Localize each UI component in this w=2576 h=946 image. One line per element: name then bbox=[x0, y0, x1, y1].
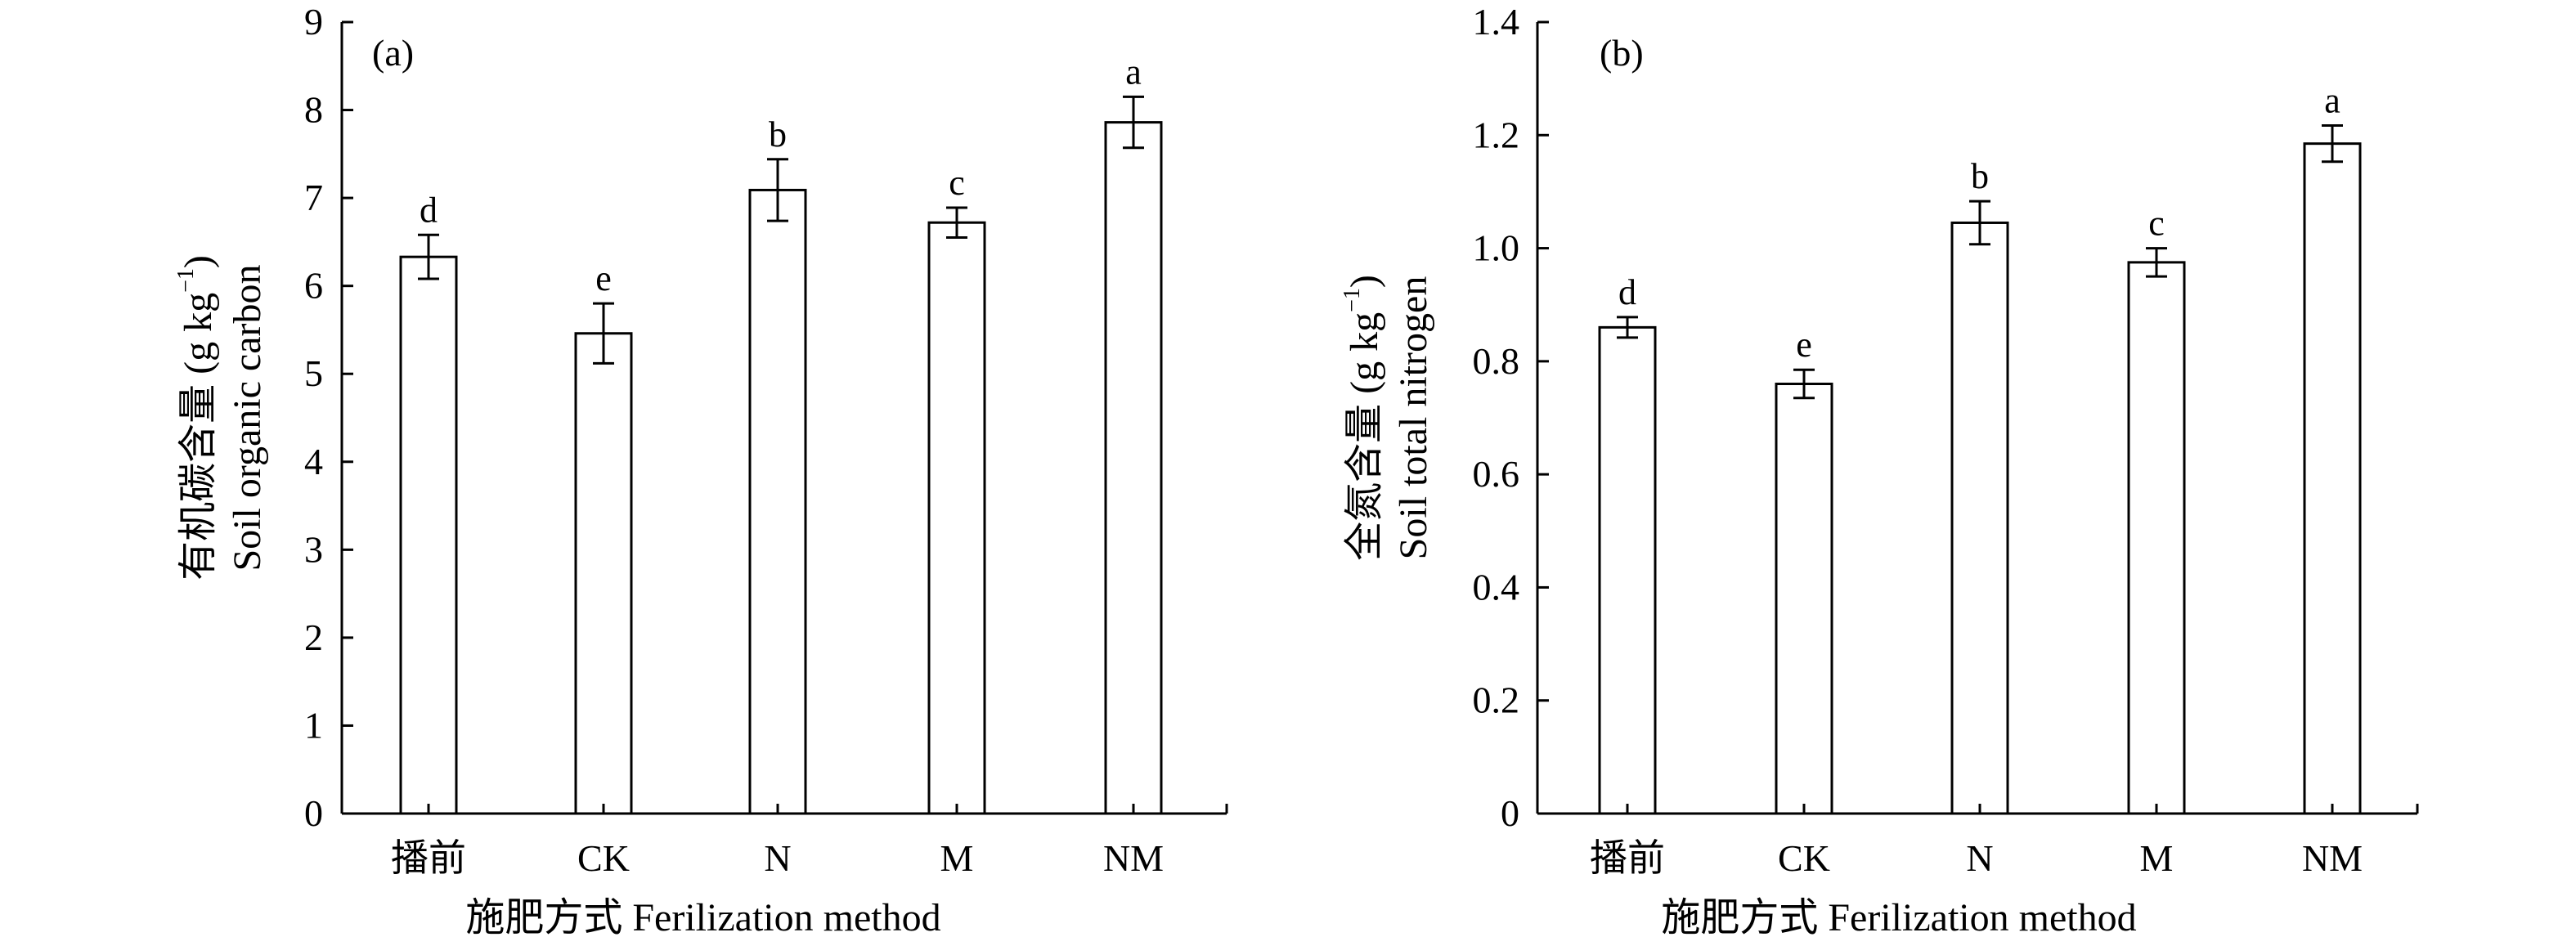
panel-label-a: (a) bbox=[372, 32, 414, 74]
x-ticks-b: 播前 CK N M NM bbox=[1590, 804, 2419, 879]
bar bbox=[748, 188, 807, 815]
y-tick-label: 0 bbox=[304, 792, 323, 834]
y-axis-label-close-b: ) bbox=[1343, 275, 1386, 288]
y-axis-label-cn-a-text: 有机碳含量 (g kg bbox=[177, 293, 220, 581]
bar bbox=[1950, 221, 2009, 815]
y-tick-label: 1.2 bbox=[1473, 114, 1520, 155]
y-tick-label: 1.0 bbox=[1473, 227, 1520, 269]
bar bbox=[1598, 325, 1657, 815]
y-axis-label-en-a: Soil organic carbon bbox=[226, 264, 269, 571]
y-tick-label: 7 bbox=[304, 177, 323, 218]
significance-letter: b bbox=[769, 114, 787, 155]
y-axis-label-cn-a: 有机碳含量 (g kg−1) bbox=[173, 255, 220, 581]
y-tick-label: 8 bbox=[304, 89, 323, 131]
y-tick-label: 0 bbox=[1501, 792, 1519, 834]
significance-letter: c bbox=[949, 163, 965, 203]
y-tick-label: 4 bbox=[304, 441, 323, 482]
significance-letter: d bbox=[1618, 272, 1636, 312]
bars-b: d e b c a bbox=[1598, 81, 2362, 815]
y-axis-label-cn-b: 全氮含量 (g kg−1) bbox=[1340, 275, 1386, 561]
x-tick-label: N bbox=[1966, 837, 1993, 879]
significance-letter: a bbox=[1125, 52, 1142, 92]
y-tick-label: 6 bbox=[304, 265, 323, 307]
y-axis-label-sup-a: −1 bbox=[173, 268, 199, 293]
bar bbox=[574, 332, 633, 815]
y-tick-label: 9 bbox=[304, 1, 323, 43]
y-tick-label: 3 bbox=[304, 528, 323, 570]
bar bbox=[399, 255, 458, 815]
y-tick-label: 1 bbox=[304, 704, 323, 746]
x-axis-label-b: 施肥方式 Ferilization method bbox=[1661, 896, 2136, 939]
bar bbox=[927, 221, 986, 815]
y-tick-label: 2 bbox=[304, 616, 323, 658]
y-axis-label-en-b: Soil total nitrogen bbox=[1392, 276, 1435, 560]
panel-label-b: (b) bbox=[1600, 32, 1644, 74]
y-tick-label: 0.8 bbox=[1473, 340, 1520, 382]
x-tick-label: CK bbox=[1778, 837, 1830, 879]
bars-a: d e b c a bbox=[399, 52, 1163, 815]
y-tick-label: 5 bbox=[304, 352, 323, 394]
x-tick-label: 播前 bbox=[391, 837, 466, 879]
x-tick-label: 播前 bbox=[1590, 837, 1665, 879]
bar bbox=[2127, 261, 2186, 815]
bar bbox=[1775, 383, 1833, 815]
significance-letter: a bbox=[2324, 81, 2340, 121]
y-tick-label: 0.2 bbox=[1473, 679, 1520, 721]
y-tick-label: 1.4 bbox=[1473, 1, 1520, 43]
y-axis-label-sup-b: −1 bbox=[1340, 288, 1365, 312]
y-axis-label-cn-b-text: 全氮含量 (g kg bbox=[1343, 312, 1386, 561]
y-ticks-b: 0 0.2 0.4 0.6 0.8 1.0 1.2 1.4 bbox=[1473, 1, 1549, 834]
significance-letter: d bbox=[420, 190, 438, 230]
x-ticks-a: 播前 CK N M NM bbox=[391, 804, 1228, 879]
y-axis-label-close-a: ) bbox=[177, 255, 220, 268]
significance-letter: e bbox=[1796, 325, 1812, 365]
bar bbox=[1104, 121, 1163, 815]
x-tick-label: M bbox=[940, 837, 974, 879]
x-tick-label: NM bbox=[2302, 837, 2363, 879]
x-tick-label: NM bbox=[1103, 837, 1164, 879]
y-ticks-a: 0 1 2 3 4 5 6 7 8 9 bbox=[304, 1, 353, 834]
x-tick-label: CK bbox=[577, 837, 630, 879]
y-tick-label: 0.4 bbox=[1473, 566, 1520, 608]
y-tick-label: 0.6 bbox=[1473, 453, 1520, 495]
x-axis-label-a: 施肥方式 Ferilization method bbox=[465, 896, 940, 939]
significance-letter: e bbox=[595, 258, 612, 298]
significance-letter: b bbox=[1971, 156, 1989, 196]
x-tick-label: M bbox=[2140, 837, 2174, 879]
bar bbox=[2303, 142, 2362, 815]
significance-letter: c bbox=[2148, 204, 2165, 244]
x-tick-label: N bbox=[764, 837, 791, 879]
